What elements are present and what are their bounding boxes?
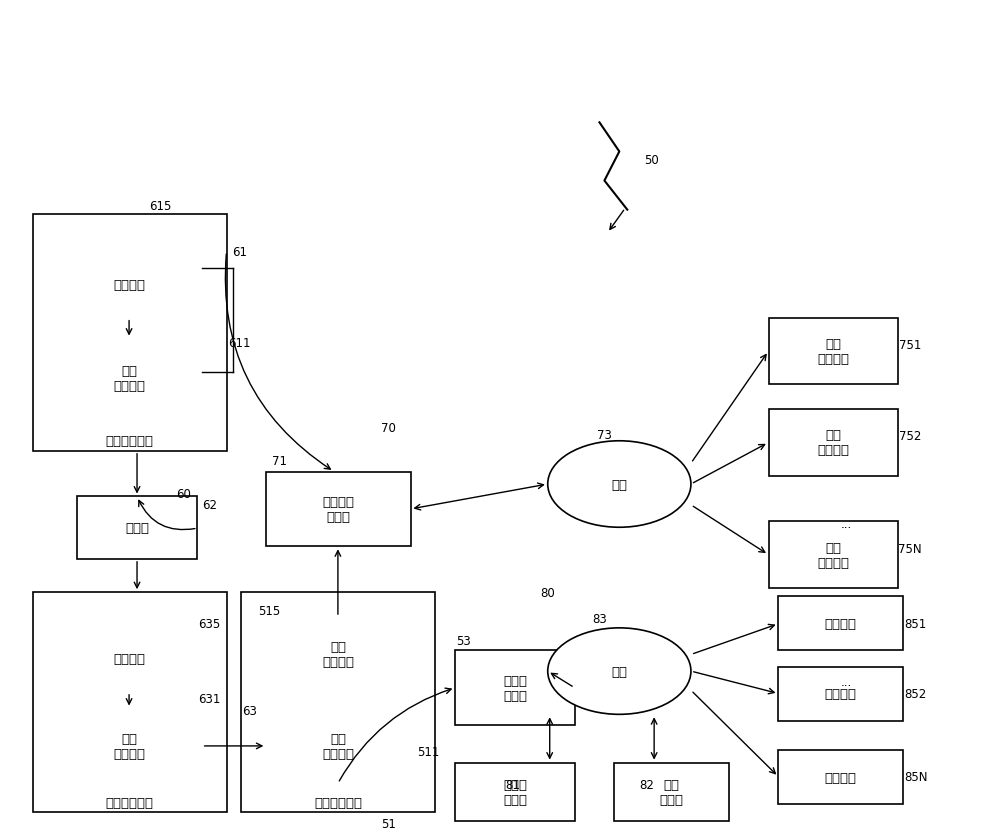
- Text: 头端网络电话: 头端网络电话: [314, 796, 362, 809]
- FancyArrowPatch shape: [651, 719, 657, 758]
- Bar: [33, 593, 227, 813]
- Text: 第一通讯装置: 第一通讯装置: [106, 435, 154, 448]
- Text: 视讯
输出端口: 视讯 输出端口: [322, 732, 354, 760]
- FancyArrowPatch shape: [551, 674, 572, 686]
- Text: 终端电脑: 终端电脑: [825, 771, 857, 783]
- Text: 85N: 85N: [904, 770, 927, 783]
- Text: 多媒体
伺服器: 多媒体 伺服器: [503, 777, 527, 806]
- Bar: [778, 667, 903, 721]
- Text: 615: 615: [149, 200, 171, 212]
- FancyArrowPatch shape: [126, 695, 132, 705]
- Text: 51: 51: [381, 817, 396, 830]
- Bar: [769, 319, 898, 385]
- Text: 75N: 75N: [898, 543, 922, 556]
- Text: 基地台: 基地台: [125, 522, 149, 534]
- Text: ...: ...: [840, 517, 852, 531]
- FancyArrowPatch shape: [547, 719, 553, 758]
- Text: 62: 62: [202, 499, 217, 512]
- FancyArrowPatch shape: [693, 445, 765, 483]
- FancyArrowPatch shape: [134, 562, 140, 588]
- Bar: [455, 650, 575, 726]
- Bar: [769, 410, 898, 477]
- Text: 终端电脑: 终端电脑: [825, 617, 857, 630]
- Text: 631: 631: [198, 692, 221, 706]
- Text: ...: ...: [840, 675, 852, 689]
- Text: 752: 752: [899, 430, 921, 443]
- Text: 终端
网络电话: 终端 网络电话: [817, 338, 849, 365]
- Ellipse shape: [548, 628, 691, 715]
- Bar: [778, 597, 903, 650]
- FancyArrowPatch shape: [694, 672, 774, 694]
- Text: 82: 82: [640, 778, 655, 792]
- Bar: [266, 472, 411, 547]
- Text: 635: 635: [198, 618, 221, 630]
- Text: 网络: 网络: [611, 478, 627, 491]
- Bar: [769, 522, 898, 589]
- Bar: [57, 252, 202, 319]
- Bar: [778, 750, 903, 804]
- Bar: [266, 709, 411, 783]
- Text: 515: 515: [258, 604, 280, 617]
- FancyArrowPatch shape: [693, 355, 766, 461]
- Text: 852: 852: [905, 687, 927, 701]
- Text: 网页
伺服器: 网页 伺服器: [660, 777, 684, 806]
- Bar: [33, 215, 227, 451]
- FancyArrowPatch shape: [693, 692, 775, 773]
- Bar: [266, 617, 411, 692]
- Ellipse shape: [548, 441, 691, 528]
- Text: 63: 63: [242, 704, 257, 716]
- Text: 83: 83: [592, 613, 607, 625]
- Bar: [614, 762, 729, 821]
- Text: 第二通讯装置: 第二通讯装置: [106, 796, 154, 809]
- Text: 50: 50: [644, 154, 659, 167]
- Text: 通讯模块: 通讯模块: [114, 652, 146, 665]
- FancyArrowPatch shape: [694, 624, 774, 654]
- FancyArrowPatch shape: [134, 454, 140, 492]
- Text: 70: 70: [381, 421, 396, 435]
- Text: 751: 751: [899, 339, 921, 351]
- FancyArrowPatch shape: [335, 551, 341, 614]
- Bar: [57, 625, 202, 692]
- FancyArrowPatch shape: [339, 688, 451, 781]
- Text: 通讯模块: 通讯模块: [114, 278, 146, 292]
- Text: 网络: 网络: [611, 665, 627, 678]
- Text: 终端
网络电话: 终端 网络电话: [817, 541, 849, 569]
- FancyArrowPatch shape: [204, 743, 262, 749]
- Text: 60: 60: [176, 488, 191, 501]
- Text: 终端
网络电话: 终端 网络电话: [817, 429, 849, 457]
- Text: 网络电话
交换机: 网络电话 交换机: [322, 496, 354, 523]
- FancyArrowPatch shape: [693, 507, 765, 553]
- Text: 80: 80: [540, 586, 555, 599]
- Text: 网络
传输端口: 网络 传输端口: [322, 640, 354, 669]
- Text: 53: 53: [456, 634, 471, 647]
- FancyArrowPatch shape: [415, 483, 543, 510]
- FancyArrowPatch shape: [126, 321, 132, 334]
- Bar: [57, 709, 202, 783]
- Bar: [77, 497, 197, 559]
- Text: 851: 851: [905, 618, 927, 630]
- Text: 511: 511: [417, 746, 440, 758]
- FancyArrowPatch shape: [610, 211, 624, 230]
- FancyArrowPatch shape: [139, 501, 195, 530]
- Text: 71: 71: [272, 455, 287, 467]
- Bar: [241, 593, 435, 813]
- Text: 视讯
输出端口: 视讯 输出端口: [114, 732, 146, 760]
- Text: 终端电脑: 终端电脑: [825, 688, 857, 701]
- Text: 多媒体
编码器: 多媒体 编码器: [503, 674, 527, 702]
- Text: 73: 73: [597, 428, 612, 441]
- Text: 81: 81: [505, 778, 520, 792]
- Bar: [455, 762, 575, 821]
- Text: 影像
撷取模块: 影像 撷取模块: [114, 364, 146, 393]
- FancyArrowPatch shape: [225, 255, 330, 470]
- Text: 61: 61: [232, 246, 247, 258]
- Text: 611: 611: [228, 337, 251, 349]
- Bar: [57, 339, 202, 418]
